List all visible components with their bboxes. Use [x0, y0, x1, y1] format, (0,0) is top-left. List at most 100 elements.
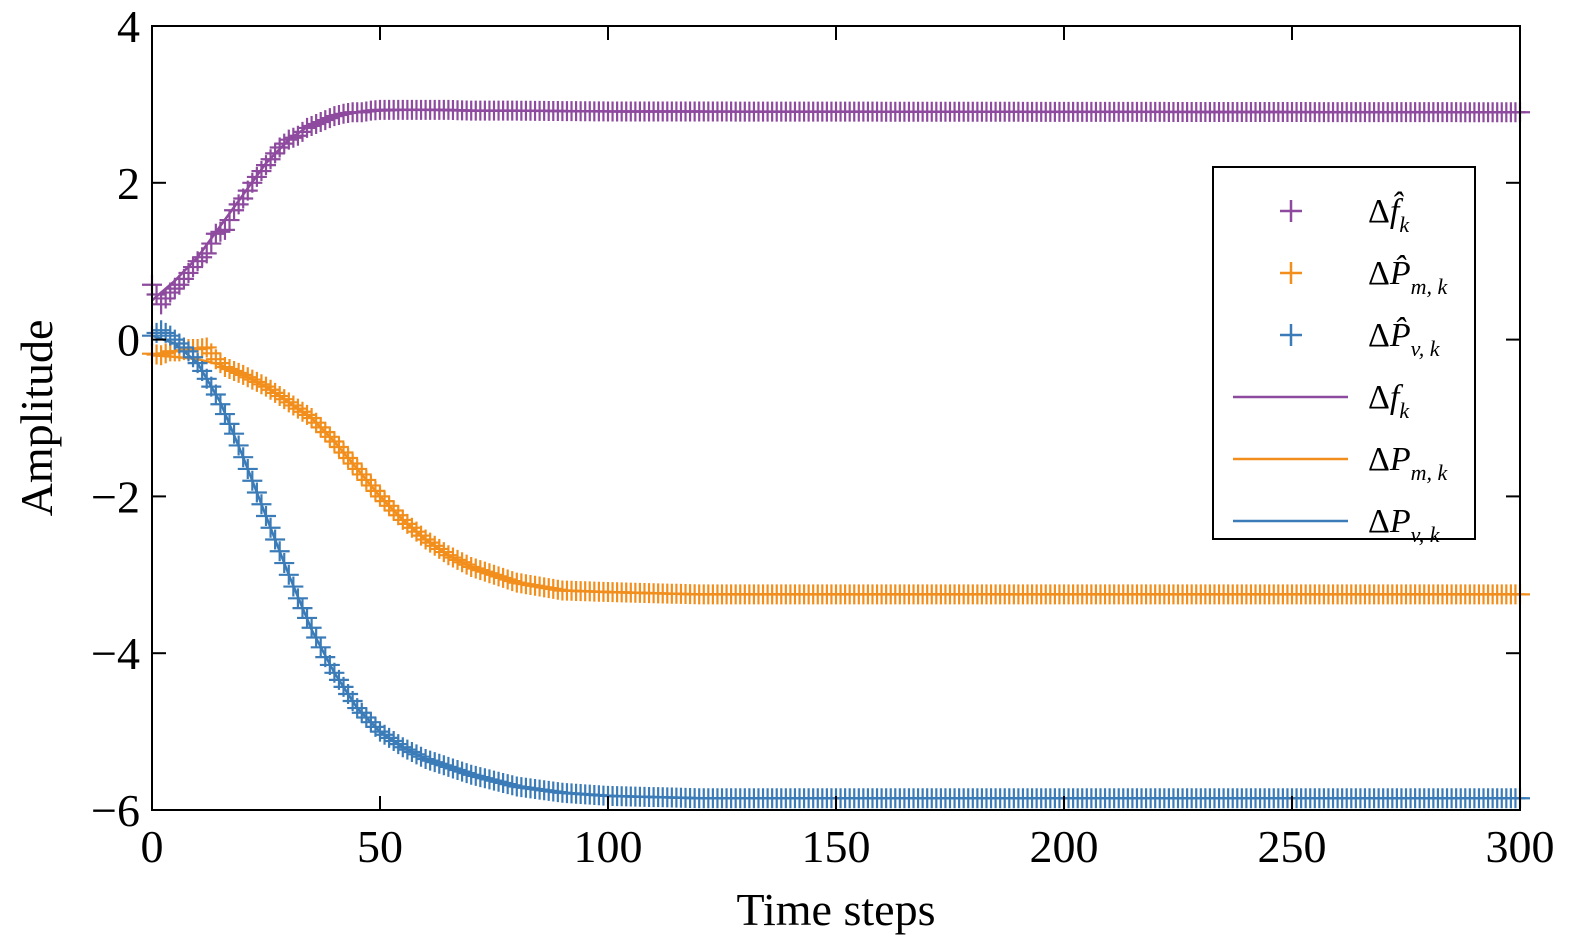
series-marker: [251, 494, 272, 515]
y-tick-label: −2: [91, 471, 140, 522]
series-marker: [479, 563, 500, 584]
series-marker: [479, 769, 500, 790]
series-marker: [351, 464, 372, 485]
series-marker: [160, 325, 181, 346]
series-marker: [365, 716, 386, 737]
series-marker: [310, 112, 331, 133]
series-marker: [465, 558, 486, 579]
series-marker: [219, 359, 240, 379]
series-marker: [374, 491, 395, 512]
series-marker: [456, 763, 477, 784]
series-marker: [488, 566, 509, 587]
series-marker: [347, 698, 368, 719]
series-marker: [447, 549, 468, 570]
series-marker: [502, 571, 523, 592]
series-marker: [283, 576, 304, 597]
series-marker: [502, 775, 523, 796]
series-marker: [456, 554, 477, 575]
series-marker: [406, 744, 427, 765]
x-tick-label: 300: [1486, 821, 1555, 872]
series-marker: [146, 284, 167, 305]
series-marker: [297, 117, 318, 138]
series-marker: [187, 251, 208, 272]
series-marker: [397, 739, 418, 760]
series-marker: [319, 654, 340, 675]
series-marker: [237, 458, 258, 479]
series-marker: [306, 627, 327, 648]
series-markers-0: [142, 99, 1530, 315]
series-marker: [424, 752, 445, 773]
series-marker: [164, 278, 185, 299]
series-marker: [210, 394, 231, 415]
legend-marker: [1280, 262, 1302, 284]
series-marker: [328, 104, 349, 125]
series-marker: [237, 367, 258, 388]
series-marker: [210, 221, 231, 242]
series-marker: [306, 114, 327, 134]
series-marker: [155, 343, 176, 364]
series-marker: [269, 541, 290, 562]
legend-label: ΔPm, k: [1368, 441, 1449, 485]
legend-marker: [1280, 200, 1302, 222]
series-marker: [474, 561, 495, 582]
series-marker: [442, 758, 463, 779]
legend-box: [1212, 166, 1476, 540]
series-marker: [392, 737, 413, 758]
x-tick-label: 50: [357, 821, 403, 872]
series-marker: [356, 707, 377, 728]
y-axis-label: Amplitude: [11, 320, 62, 517]
series-marker: [474, 768, 495, 789]
series-marker: [205, 349, 226, 370]
series-marker: [233, 188, 254, 209]
series-layer: [142, 99, 1530, 809]
x-tick-label: 200: [1030, 821, 1099, 872]
series-marker: [406, 521, 427, 542]
series-marker: [470, 560, 491, 581]
series-markers-2: [142, 320, 1530, 809]
series-marker: [306, 412, 327, 433]
series-marker: [342, 453, 363, 474]
series-marker: [470, 767, 491, 788]
series-marker: [192, 360, 213, 381]
series-marker: [233, 447, 254, 468]
series-marker: [214, 404, 235, 425]
series-marker: [169, 333, 190, 354]
series-marker: [251, 374, 272, 395]
series-marker: [297, 404, 318, 425]
series-marker: [401, 517, 422, 538]
series-marker: [224, 423, 245, 444]
series-marker: [310, 417, 331, 438]
y-tick-label: −6: [91, 785, 140, 836]
series-marker: [392, 509, 413, 530]
series-marker: [360, 712, 381, 733]
series-marker: [356, 469, 377, 490]
series-marker: [411, 746, 432, 767]
series-marker: [497, 569, 518, 590]
series-marker: [328, 437, 349, 458]
series-marker: [429, 753, 450, 774]
x-tick-label: 0: [141, 821, 164, 872]
axes-layer: 0 50 100 150 200 250 300 4 2 0 −2 −4 −6: [91, 1, 1554, 872]
series-marker: [433, 542, 454, 563]
series-marker: [201, 376, 222, 397]
series-marker: [151, 320, 172, 341]
series-marker: [484, 770, 504, 791]
series-marker: [192, 247, 213, 268]
series-marker: [224, 360, 245, 381]
series-marker: [484, 564, 504, 585]
series-marker: [269, 137, 290, 158]
series-marker: [497, 774, 518, 795]
series-marker: [173, 337, 194, 358]
series-marker: [242, 369, 263, 390]
series-marker: [205, 384, 226, 405]
series-marker: [287, 588, 308, 609]
series-marker: [370, 486, 390, 507]
series-marker: [493, 567, 514, 588]
series-marker: [461, 764, 482, 785]
series-marker: [214, 357, 235, 378]
series-marker: [246, 371, 267, 392]
legend-label: ΔPv, k: [1368, 503, 1441, 547]
series-marker: [237, 180, 258, 201]
series-marker: [452, 552, 473, 573]
